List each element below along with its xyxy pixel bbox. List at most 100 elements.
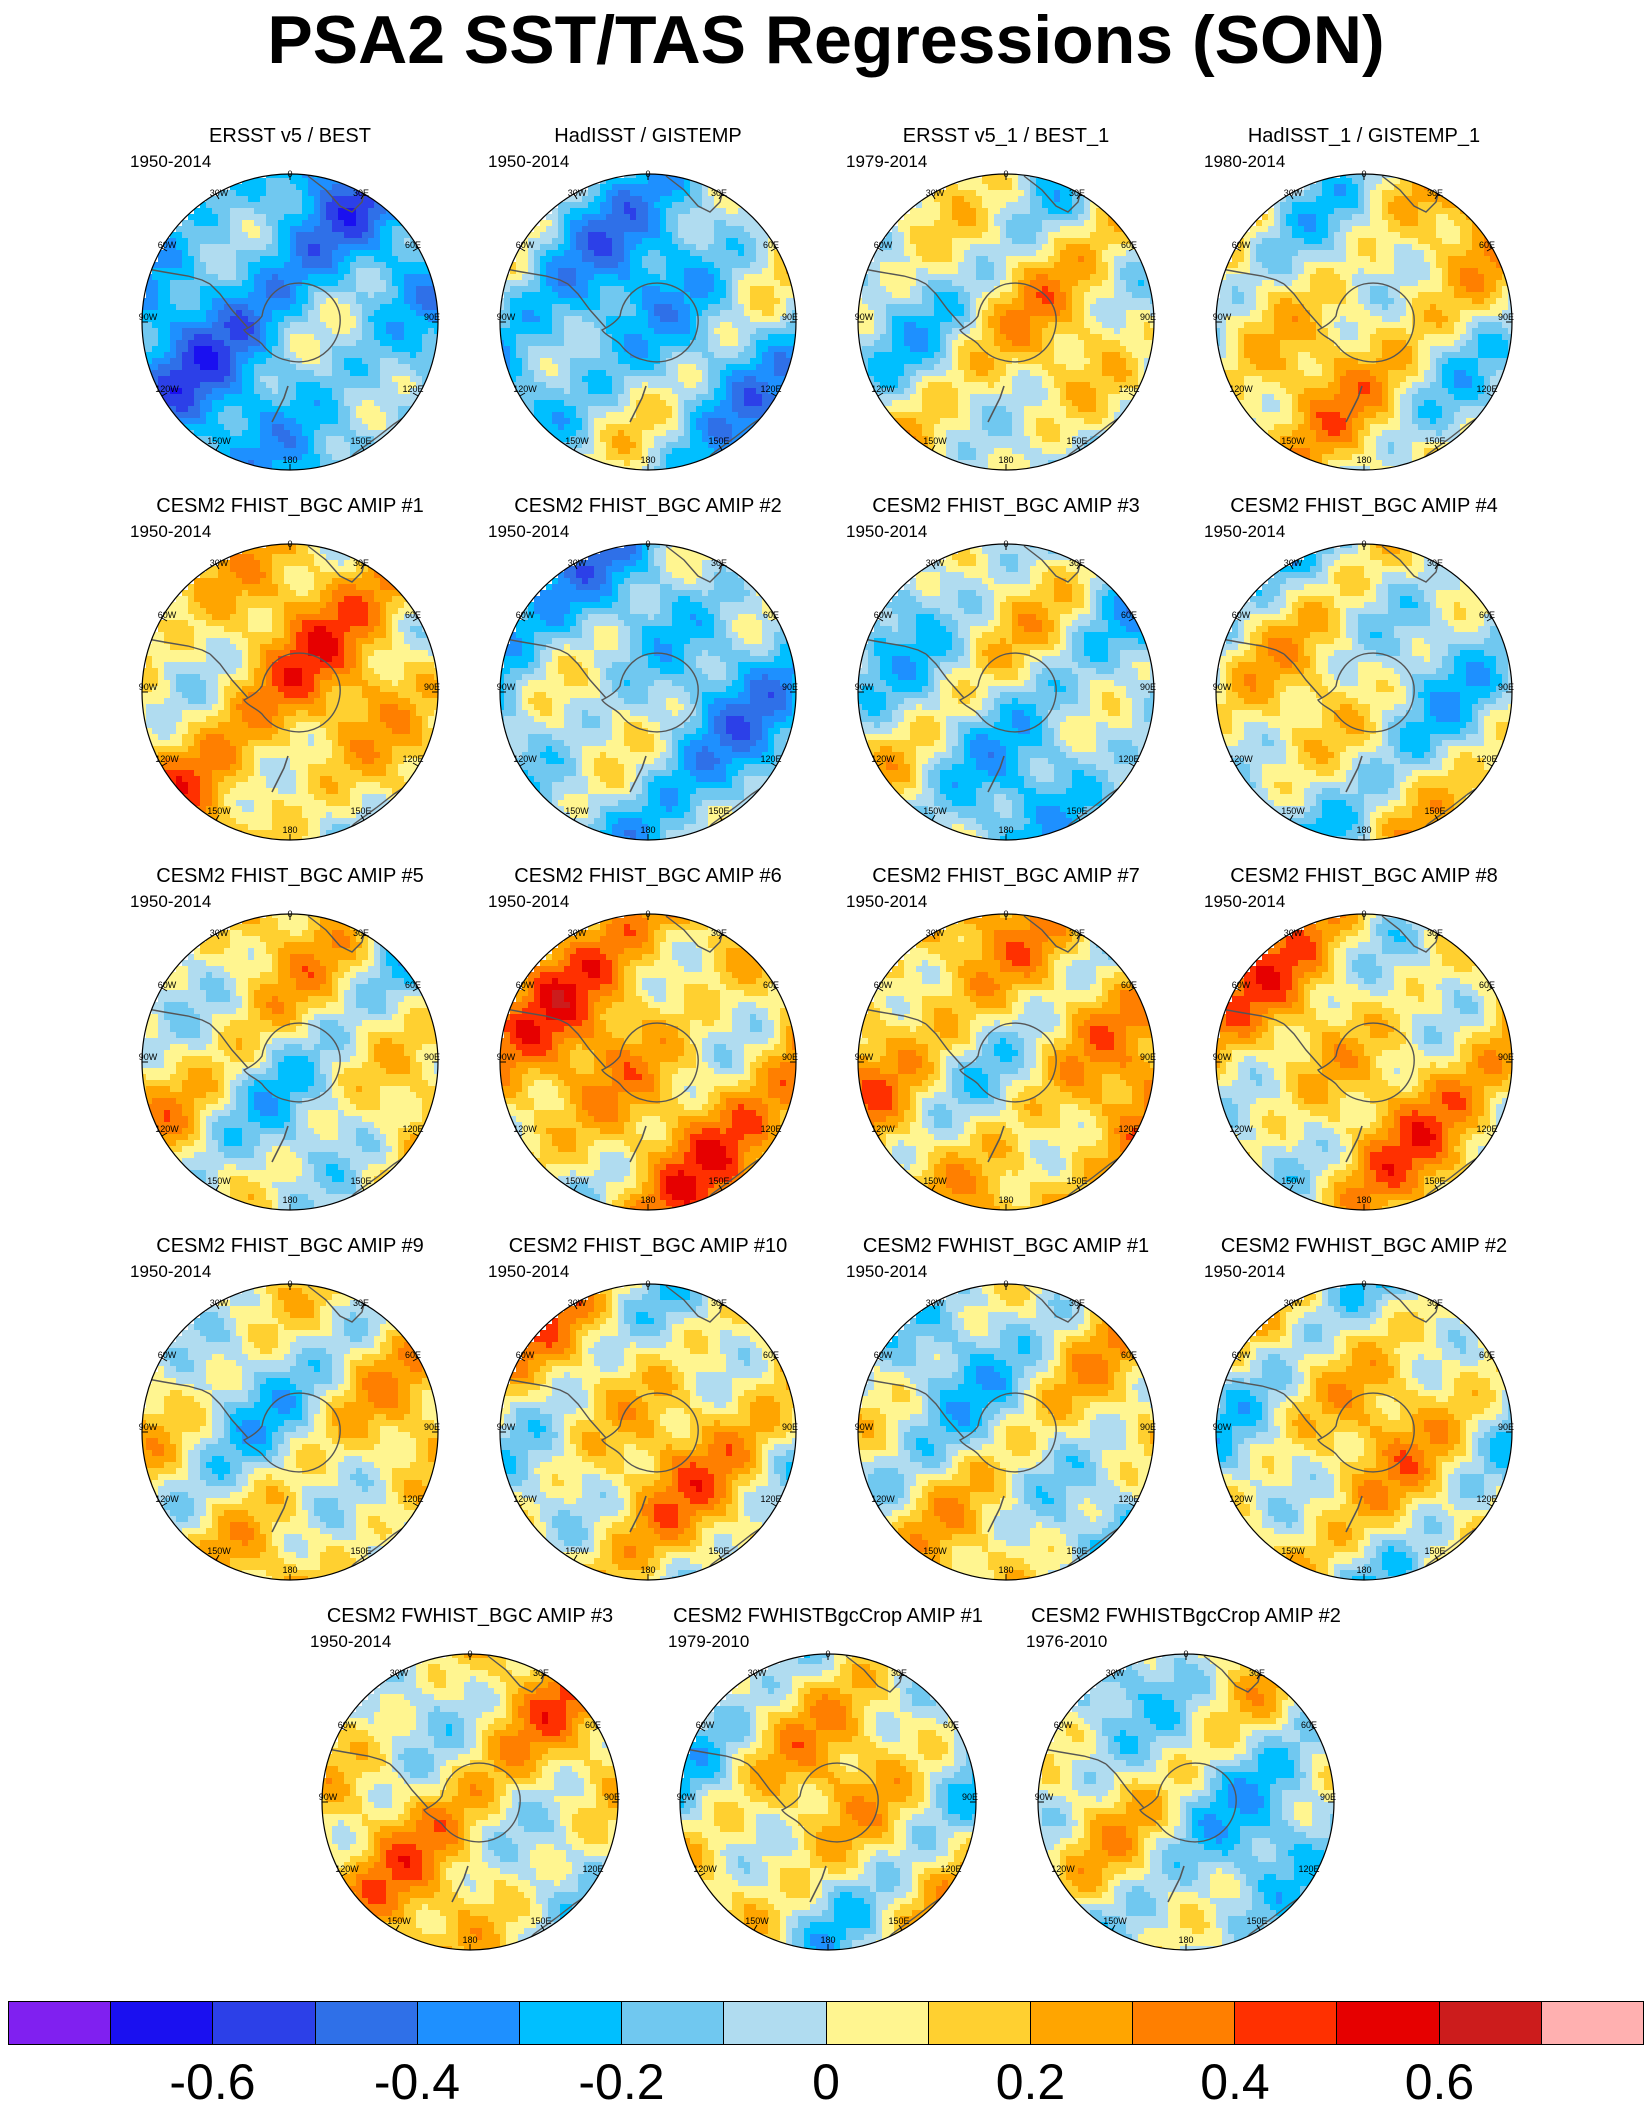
field-cell <box>528 232 535 239</box>
field-cell <box>880 286 887 293</box>
field-cell <box>230 448 237 455</box>
field-cell <box>582 274 589 281</box>
field-cell <box>738 394 745 401</box>
field-cell <box>338 418 345 425</box>
field-cell <box>642 430 649 437</box>
field-cell <box>176 352 183 359</box>
field-cell <box>368 310 375 317</box>
field-cell <box>266 430 273 437</box>
field-cell <box>1048 280 1055 287</box>
field-cell <box>702 232 709 239</box>
field-cell <box>1108 262 1115 269</box>
field-cell <box>368 220 375 227</box>
field-cell <box>362 304 369 311</box>
field-cell <box>612 412 619 419</box>
field-cell <box>206 334 213 341</box>
field-cell <box>170 364 177 371</box>
field-cell <box>362 262 369 269</box>
field-cell <box>1090 274 1097 281</box>
field-cell <box>272 184 279 191</box>
field-cell <box>158 352 165 359</box>
field-cell <box>230 250 237 257</box>
field-cell <box>374 220 381 227</box>
field-cell <box>606 262 613 269</box>
field-cell <box>194 250 201 257</box>
field-cell <box>290 244 297 251</box>
field-cell <box>630 376 637 383</box>
field-cell <box>672 394 679 401</box>
field-cell <box>392 274 399 281</box>
field-cell <box>230 262 237 269</box>
field-cell <box>1066 220 1073 227</box>
field-cell <box>564 238 571 245</box>
lon-label: 120E <box>393 384 433 394</box>
field-cell <box>308 208 315 215</box>
field-cell <box>684 418 691 425</box>
field-cell <box>302 190 309 197</box>
field-cell <box>964 262 971 269</box>
field-cell <box>176 250 183 257</box>
field-cell <box>582 424 589 431</box>
field-cell <box>780 358 787 365</box>
field-cell <box>624 310 631 317</box>
field-cell <box>648 352 655 359</box>
field-cell <box>320 226 327 233</box>
field-cell <box>1060 280 1067 287</box>
field-cell <box>666 244 673 251</box>
field-cell <box>314 346 321 353</box>
field-cell <box>732 220 739 227</box>
field-cell <box>648 406 655 413</box>
field-cell <box>278 244 285 251</box>
field-cell <box>982 244 989 251</box>
field-cell <box>678 196 685 203</box>
field-cell <box>350 334 357 341</box>
field-cell <box>356 268 363 275</box>
field-cell <box>1078 232 1085 239</box>
field-cell <box>570 262 577 269</box>
field-cell <box>1060 274 1067 281</box>
field-cell <box>392 286 399 293</box>
field-cell <box>672 226 679 233</box>
field-cell <box>230 322 237 329</box>
field-cell <box>510 334 517 341</box>
field-cell <box>708 406 715 413</box>
field-cell <box>308 304 315 311</box>
field-cell <box>606 424 613 431</box>
field-cell <box>600 376 607 383</box>
field-cell <box>636 232 643 239</box>
field-cell <box>922 226 929 233</box>
field-cell <box>302 370 309 377</box>
field-cell <box>404 250 411 257</box>
field-cell <box>254 346 261 353</box>
field-cell <box>606 406 613 413</box>
field-cell <box>696 292 703 299</box>
field-cell <box>374 214 381 221</box>
field-cell <box>212 214 219 221</box>
field-cell <box>1042 298 1049 305</box>
field-cell <box>1036 304 1043 311</box>
field-cell <box>338 262 345 269</box>
field-cell <box>1066 214 1073 221</box>
field-cell <box>320 382 327 389</box>
field-cell <box>630 310 637 317</box>
field-cell <box>588 214 595 221</box>
field-cell <box>576 376 583 383</box>
field-cell <box>624 274 631 281</box>
field-cell <box>224 262 231 269</box>
field-cell <box>230 238 237 245</box>
field-cell <box>678 406 685 413</box>
field-cell <box>254 412 261 419</box>
field-cell <box>720 232 727 239</box>
field-cell <box>672 430 679 437</box>
field-cell <box>230 406 237 413</box>
field-cell <box>934 214 941 221</box>
field-cell <box>648 340 655 347</box>
field-cell <box>958 202 965 209</box>
field-cell <box>666 214 673 221</box>
field-cell <box>618 352 625 359</box>
field-cell <box>422 280 429 287</box>
field-cell <box>194 424 201 431</box>
field-cell <box>762 418 769 425</box>
field-cell <box>958 196 965 203</box>
field-cell <box>362 418 369 425</box>
